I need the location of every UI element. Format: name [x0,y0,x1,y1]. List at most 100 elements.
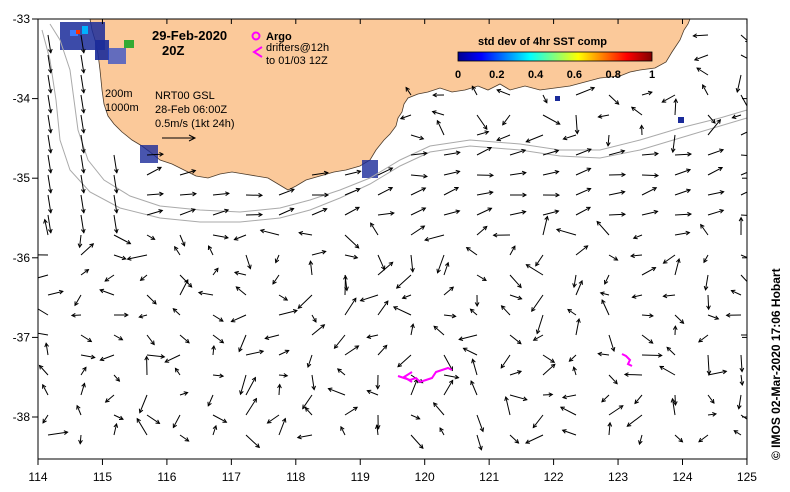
current-vector [138,313,148,319]
current-vector [278,417,287,436]
current-vector [311,170,329,176]
current-vector [707,148,725,156]
current-vector [47,54,53,74]
current-vector [575,148,592,156]
current-vector [535,314,544,335]
current-vector [641,187,658,196]
current-vector [274,254,280,264]
current-vector [740,414,747,420]
current-vector [698,334,709,343]
current-vector [212,334,225,344]
map-date: 29-Feb-2020 [152,28,227,43]
lon-tick-label: 114 [28,470,47,484]
current-vector [146,234,156,240]
current-vector [370,222,379,236]
current-vector [344,297,357,316]
current-vector [575,187,592,196]
scale-label: 0.5m/s (1kt 24h) [155,118,234,130]
current-vector [311,207,328,216]
current-vector [626,414,643,427]
lat-tick-label: -33 [13,12,31,26]
current-vector [80,54,86,74]
current-vector [525,134,544,143]
colorbar-title: std dev of 4hr SST comp [478,36,607,48]
current-vector [731,114,742,120]
current-vector [559,406,577,416]
current-vector [542,192,561,198]
current-vector [235,286,247,296]
current-vector [436,119,445,136]
current-vector [264,334,280,340]
current-vector [476,130,490,136]
current-vector [146,191,164,197]
lon-tick-label: 120 [415,470,435,484]
current-vector [38,252,49,258]
current-vector [698,434,709,443]
current-vector [725,312,742,318]
current-vector [113,334,124,341]
current-vector [245,376,256,396]
current-vector [608,374,618,385]
current-vector [707,118,722,136]
current-vector [405,86,412,96]
current-vector [476,434,483,451]
current-vector [572,366,577,376]
current-vector [298,230,313,236]
credit-text: © IMOS 02-Mar-2020 17:06 Hobart [769,268,783,460]
current-vector [474,294,480,307]
current-vector [74,294,82,307]
current-vector [424,234,445,242]
current-vector [692,33,709,39]
current-vector [739,354,745,373]
current-vector [476,172,495,178]
latitude-axis: -33 -34 -35 -36 -37 -38 [13,12,747,424]
current-vector [740,131,747,136]
current-vector [736,394,742,410]
current-vector [641,209,659,216]
current-vector [525,434,544,444]
current-vector [164,354,181,363]
current-vector [146,166,162,176]
current-vector [70,312,82,318]
current-vector [410,414,421,420]
current-vector [42,414,49,424]
current-vector [212,373,225,379]
current-vector [333,334,346,349]
current-vector [311,192,330,198]
current-vector [311,314,317,323]
current-vector [476,414,485,433]
current-vector [99,288,115,296]
current-vector [47,34,53,54]
current-vector [212,267,219,276]
current-vector [740,254,747,258]
colorbar-tick-label: 0.8 [606,69,621,81]
current-vector [535,254,544,267]
current-vector [567,308,577,316]
current-vector [471,85,478,96]
current-vector [542,114,561,125]
current-vector [297,294,313,309]
current-vector [113,312,129,318]
current-vector [707,394,715,404]
current-vector [443,374,460,380]
current-vector [278,349,290,356]
lon-tick-label: 123 [608,470,628,484]
current-vector [492,232,511,238]
current-vector [80,268,90,276]
current-vector [502,114,511,126]
current-vector [113,154,119,174]
current-vector [623,372,643,377]
current-vector [674,314,685,324]
current-vector [707,190,725,196]
current-vector [707,369,728,376]
current-vector [436,254,445,274]
current-vector [674,151,693,157]
current-vector [146,414,161,425]
current-vector [245,397,258,416]
current-vector [740,154,747,156]
current-vector [458,334,478,342]
current-vector [601,299,610,316]
current-vector [277,383,282,396]
current-vector [666,346,676,356]
current-vector [542,169,560,176]
